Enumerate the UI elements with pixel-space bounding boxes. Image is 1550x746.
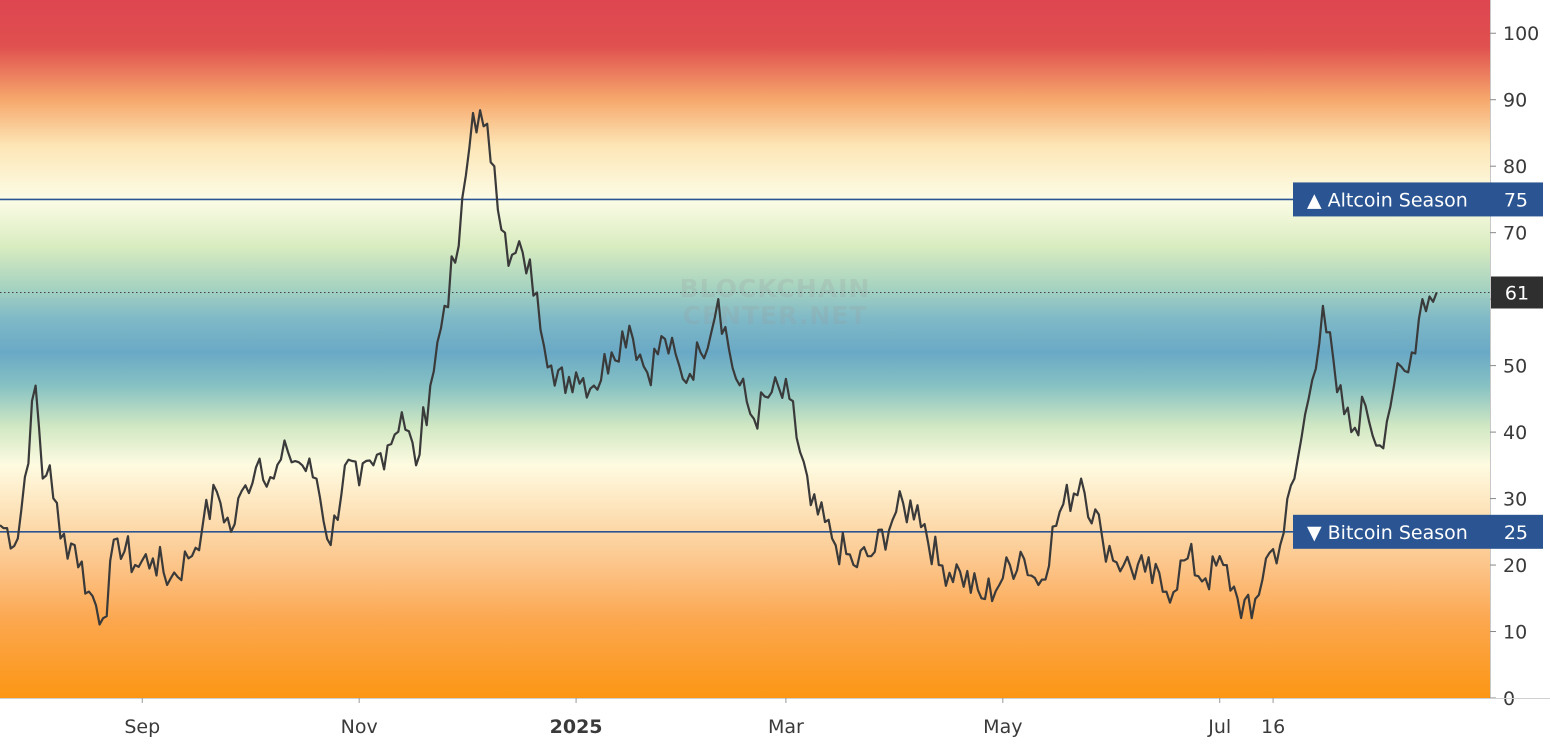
altcoin-season-badge: ▲ Altcoin Season 75 <box>1293 182 1543 217</box>
last-value-badge: 61 <box>1491 276 1543 309</box>
threshold-lines <box>0 198 1490 533</box>
x-tick-label: 16 <box>1261 716 1285 738</box>
y-tick-label: 40 <box>1503 422 1527 444</box>
x-tick-label: May <box>983 716 1022 738</box>
y-tick-label: 50 <box>1503 356 1527 378</box>
y-tick-label: 70 <box>1503 223 1527 245</box>
x-tick-label: Jul <box>1207 716 1231 738</box>
x-tick-label: Sep <box>124 716 160 738</box>
y-tick-label: 30 <box>1503 489 1527 511</box>
y-tick-label: 20 <box>1503 555 1527 577</box>
x-axis: Sep Nov 2025 Mar May Jul 16 <box>0 698 1550 738</box>
index-series-line <box>0 109 1438 626</box>
bitcoin-season-label: ▼ Bitcoin Season <box>1307 522 1468 544</box>
y-tick-label: 80 <box>1503 156 1527 178</box>
x-tick-label: Mar <box>768 716 804 738</box>
x-ticks: Sep Nov 2025 Mar May Jul 16 <box>124 698 1285 738</box>
altcoin-season-value: 75 <box>1504 189 1528 211</box>
x-tick-label: Nov <box>341 716 378 738</box>
last-value-badge-bg <box>1491 276 1543 309</box>
bitcoin-season-badge: ▼ Bitcoin Season 25 <box>1293 514 1543 549</box>
altcoin-season-label: ▲ Altcoin Season <box>1307 189 1468 211</box>
bitcoin-season-badge-bg <box>1293 514 1543 549</box>
last-value-label: 61 <box>1505 282 1529 304</box>
plot-area: BLOCKCHAIN CENTER.NET <box>0 0 1490 698</box>
watermark-line-1: BLOCKCHAIN <box>680 274 871 303</box>
bitcoin-season-value: 25 <box>1504 522 1528 544</box>
y-axis: 0102030405060708090100 <box>1490 0 1550 746</box>
y-tick-label: 90 <box>1503 90 1527 112</box>
watermark: BLOCKCHAIN CENTER.NET <box>680 274 871 330</box>
y-axis-background <box>1490 0 1550 746</box>
y-tick-label: 100 <box>1503 23 1539 45</box>
threshold-badges: ▲ Altcoin Season 75 ▼ Bitcoin Season 25 … <box>1293 182 1543 549</box>
plot-background <box>0 0 1490 698</box>
x-tick-label: 2025 <box>550 716 603 738</box>
y-tick-label: 10 <box>1503 622 1527 644</box>
altcoin-season-badge-bg <box>1293 182 1543 217</box>
watermark-line-2: CENTER.NET <box>683 301 868 330</box>
